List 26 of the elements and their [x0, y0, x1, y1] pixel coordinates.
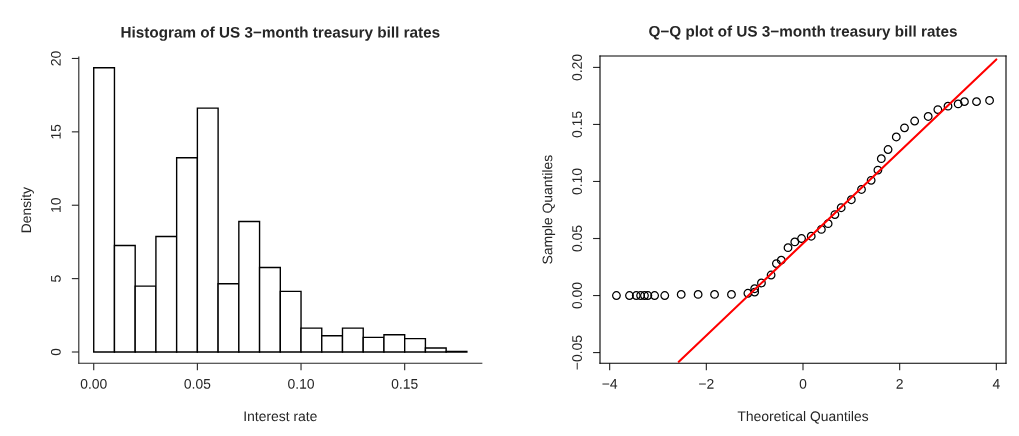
y-tick-label: 5 [51, 275, 61, 282]
x-tick-label: 0 [799, 378, 807, 389]
x-axis-title: Theoretical Quantiles [737, 410, 869, 424]
x-tick-label: −2 [699, 378, 714, 389]
x-tick-label: 0.10 [288, 378, 314, 389]
y-tick-label: 0.00 [572, 282, 582, 309]
x-tick-label: −4 [602, 379, 618, 389]
y-tick-label: 0 [50, 348, 61, 356]
x-tick-label: 0.00 [80, 378, 107, 389]
x-tick-label: 4 [992, 379, 1000, 389]
x-tick-label: 0.15 [391, 378, 418, 389]
y-tick-label: 10 [50, 198, 61, 212]
x-tick-label: 0.05 [184, 378, 211, 389]
chart-title: Histogram of US 3−month treasury bill rates [121, 26, 440, 41]
y-axis-title: Sample Quantiles [542, 155, 556, 264]
y-tick-label: 15 [51, 124, 61, 139]
chart-title: Q−Q plot of US 3−month treasury bill rates [649, 25, 957, 40]
y-tick-label: 0.15 [572, 111, 582, 138]
x-tick-label: 2 [896, 378, 903, 389]
y-axis-title: Density [20, 187, 34, 233]
y-tick-label: −0.05 [572, 335, 582, 370]
y-tick-label: 0.10 [572, 168, 582, 195]
y-tick-label: 0.05 [572, 225, 582, 252]
y-tick-label: 0.20 [572, 54, 582, 81]
y-tick-label: 20 [50, 51, 61, 66]
x-axis-title: Interest rate [244, 411, 317, 422]
